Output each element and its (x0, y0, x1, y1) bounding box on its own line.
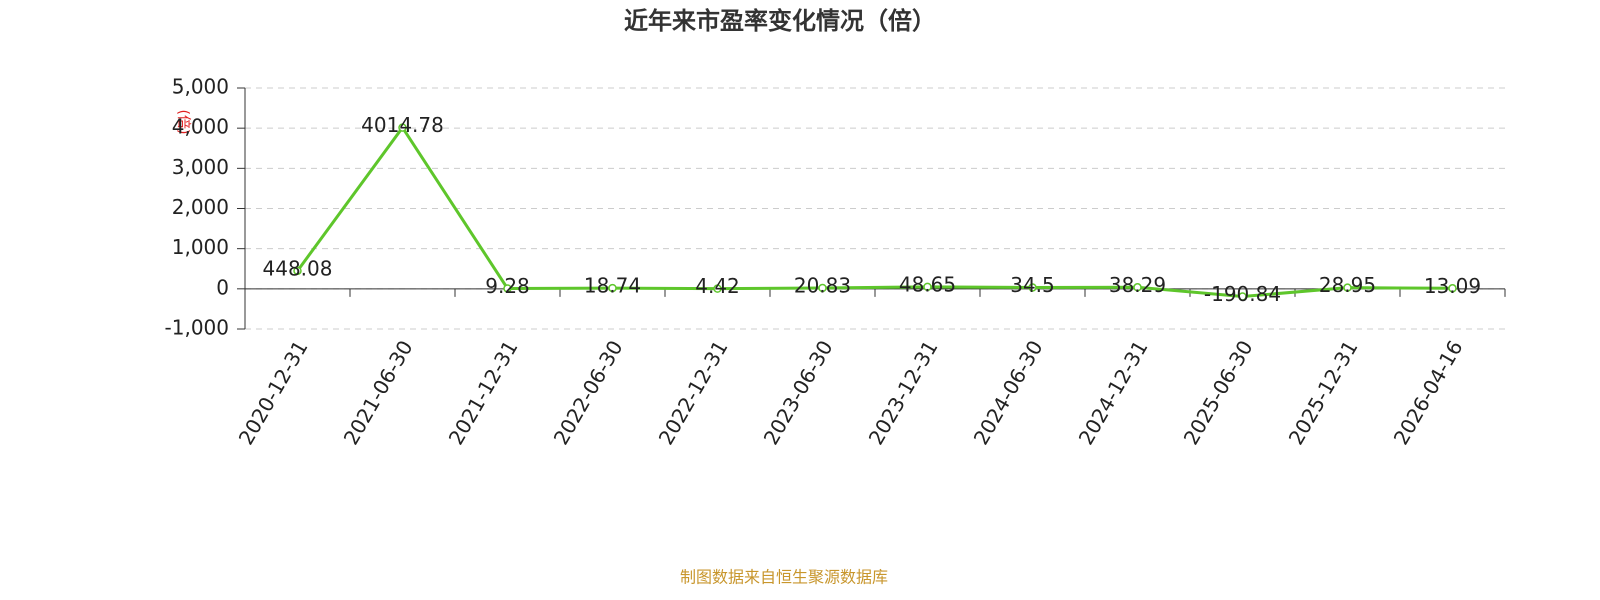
y-tick-label: 5,000 (172, 75, 229, 99)
data-label: 4014.78 (361, 113, 444, 137)
y-axis-label: (倍) (175, 110, 191, 135)
y-tick-label: 3,000 (172, 155, 229, 179)
data-label: 48.65 (899, 272, 956, 296)
data-point (1133, 283, 1142, 292)
x-tick-label: 2024-12-31 (1074, 336, 1153, 449)
x-tick-label: 2026-04-16 (1389, 336, 1468, 449)
data-label: 448.08 (263, 256, 333, 280)
y-tick-label: 0 (216, 275, 229, 299)
x-tick-label: 2024-06-30 (969, 336, 1048, 449)
x-tick-label: 2023-06-30 (759, 336, 838, 449)
x-tick-label: 2021-12-31 (444, 336, 523, 449)
data-point (1448, 284, 1457, 293)
x-tick-label: 2020-12-31 (234, 336, 313, 449)
data-label: 18.74 (584, 274, 641, 298)
y-tick-label: 2,000 (172, 195, 229, 219)
y-tick-label: 4,000 (172, 115, 229, 139)
data-label: 20.83 (794, 273, 851, 297)
x-tick-label: 2025-06-30 (1179, 336, 1258, 449)
data-point (1343, 283, 1352, 292)
data-point (923, 282, 932, 292)
data-point (818, 283, 827, 293)
data-point (1028, 283, 1037, 292)
x-tick-label: 2021-06-30 (339, 336, 418, 449)
data-point (1238, 292, 1247, 301)
data-point (398, 123, 407, 132)
source-note: 制图数据来自恒生聚源数据库 (680, 568, 888, 587)
data-label: 9.28 (485, 274, 530, 298)
x-tick-label: 2022-06-30 (549, 336, 628, 449)
data-label: -190.84 (1204, 282, 1281, 306)
chart-title: 近年来市盈率变化情况（倍） (624, 7, 936, 35)
data-label: 38.29 (1109, 273, 1166, 297)
data-label: 4.42 (695, 274, 740, 298)
data-label: 13.09 (1424, 274, 1481, 298)
x-tick-label: 2023-12-31 (864, 336, 943, 449)
data-point (608, 283, 617, 293)
y-tick-label: 1,000 (172, 235, 229, 259)
data-point (713, 284, 722, 293)
data-line (296, 124, 1453, 299)
data-label: 34.5 (1010, 273, 1055, 297)
data-point (503, 284, 512, 293)
y-tick-label: -1,000 (165, 316, 229, 340)
x-tick-label: 2025-12-31 (1284, 336, 1363, 449)
data-point (293, 266, 302, 276)
x-tick-label: 2022-12-31 (654, 336, 733, 449)
data-label: 28.95 (1319, 273, 1376, 297)
